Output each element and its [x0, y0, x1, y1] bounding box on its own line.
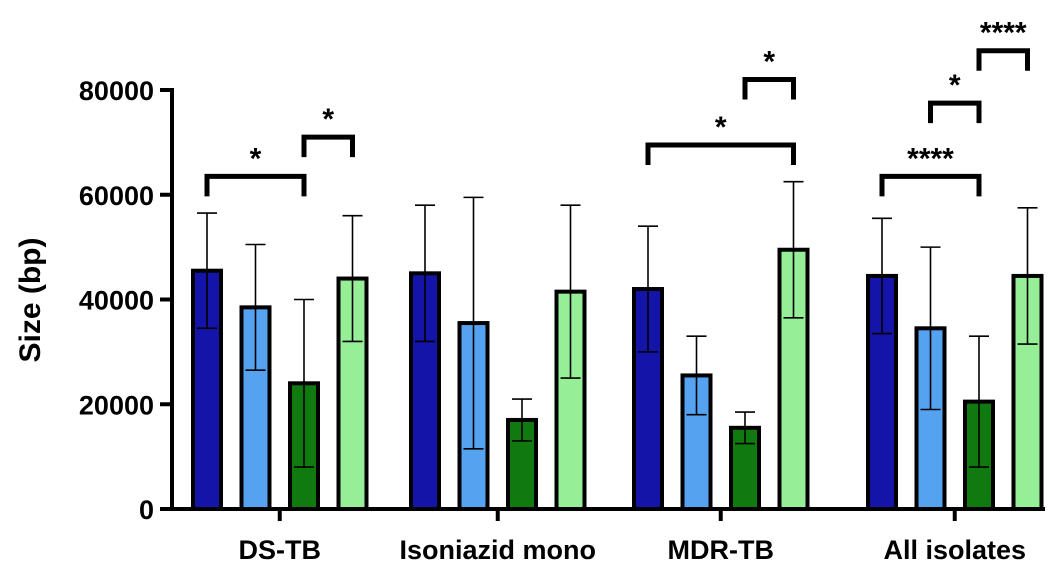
y-tick-label: 40000 [79, 286, 154, 316]
significance-bracket [742, 77, 796, 100]
y-tick-label: 20000 [79, 390, 154, 420]
significance-label: * [322, 103, 334, 136]
x-tick-label: MDR-TB [668, 535, 774, 565]
significance-label: * [715, 111, 727, 144]
x-tick-label: Isoniazid mono [399, 535, 596, 565]
significance-label: * [250, 142, 262, 175]
y-axis: 0 20000 40000 60000 80000 [79, 76, 174, 525]
error-bars [197, 180, 1038, 468]
x-tick-label: All isolates [883, 535, 1026, 565]
significance-label: **** [980, 17, 1027, 50]
significance-bracket [928, 100, 982, 124]
significance-brackets: ** *********** [204, 17, 1030, 197]
x-axis: DS-TB Isoniazid mono MDR-TB All isolates [170, 507, 1045, 565]
x-tick-label: DS-TB [239, 535, 322, 565]
significance-bracket [645, 142, 796, 165]
bars [191, 247, 1044, 512]
significance-label: * [763, 46, 775, 79]
significance-label: * [949, 69, 961, 102]
significance-bracket [301, 134, 355, 158]
significance-label: **** [907, 142, 954, 175]
significance-bracket [204, 173, 307, 197]
significance-bracket [879, 173, 982, 197]
y-axis-title: Size (bp) [14, 238, 47, 363]
y-tick-label: 80000 [79, 76, 154, 106]
significance-bracket [976, 48, 1030, 71]
y-tick-label: 60000 [79, 181, 154, 211]
y-tick-label: 0 [139, 495, 154, 525]
